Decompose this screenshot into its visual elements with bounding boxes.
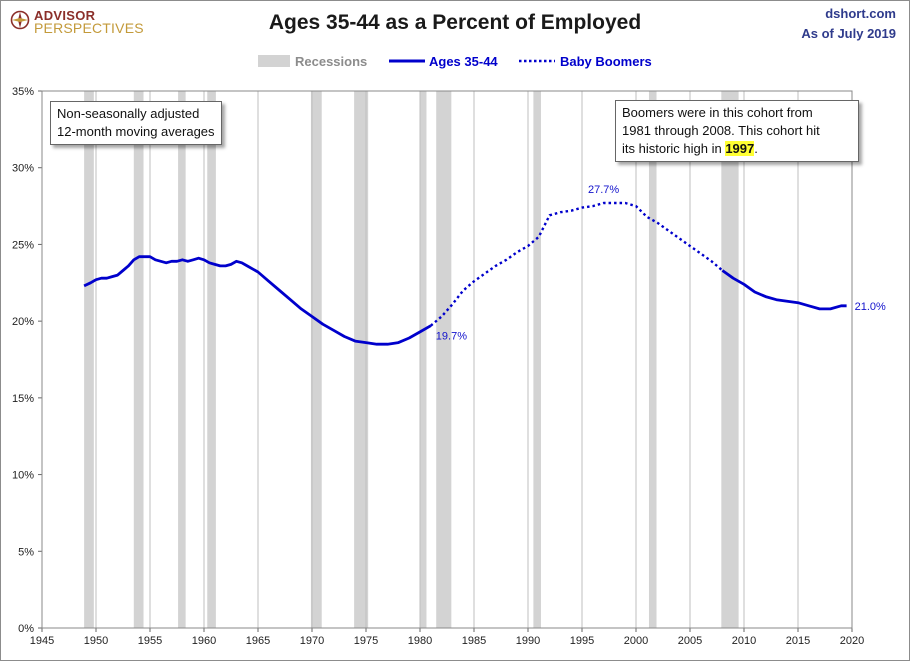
axes: 1945 1950 1955 1960 1965 1970 1975 1980 1985 1990… [12,86,864,647]
recession-bands [84,91,739,628]
x-tick-label-1995: 1995 [570,635,594,647]
note-methodology: Non-seasonally adjusted 12-month moving … [50,101,222,145]
legend-baby-boomers-label: Baby Boomers [560,54,652,69]
recession-band-8 [533,91,541,628]
series-line-0 [83,255,432,346]
recession-band-10 [721,91,739,628]
recession-band-1 [133,91,144,628]
series-line-1 [430,201,724,327]
logo-line2: PERSPECTIVES [34,20,144,36]
source-label: dshort.com [825,6,896,21]
x-tick-label-1970: 1970 [300,635,324,647]
x-tick-label-1990: 1990 [516,635,540,647]
recession-band-6 [420,91,427,628]
recession-band-4 [310,91,322,628]
legend-recessions-label: Recessions [295,54,368,69]
x-tick-label-1975: 1975 [354,635,378,647]
legend-recession-swatch [258,55,290,67]
note-methodology-line1: Non-seasonally adjusted [57,106,200,121]
data-label-1: 27.7% [588,184,619,196]
x-tick-label-1985: 1985 [462,635,486,647]
advisor-perspectives-logo: ADVISOR PERSPECTIVES [10,8,144,38]
recession-band-9 [648,91,657,628]
note-boomers-line2: 1981 through 2008. This cohort hit [622,123,820,138]
y-tick-label-2: 10% [12,470,34,482]
x-tick-label-1980: 1980 [408,635,432,647]
x-tick-label-2000: 2000 [624,635,648,647]
plot-area-border [41,90,853,629]
note-boomers-line3-post: . [754,141,758,156]
y-tick-label-3: 15% [12,393,34,405]
as-of-label: As of July 2019 [801,26,896,41]
x-tick-label-2005: 2005 [678,635,702,647]
y-tick-label-7: 35% [12,86,34,98]
x-tick-label-2010: 2010 [732,635,756,647]
note-boomers-line3-pre: its historic high in [622,141,726,156]
note-boomers-line3: its historic high in 1997. [622,140,852,158]
y-tick-label-4: 20% [12,316,34,328]
x-tick-label-2020: 2020 [840,635,864,647]
y-tick-label-5: 25% [12,239,34,251]
legend-solid-line-swatch [389,59,425,63]
x-tick-label-1955: 1955 [138,635,162,647]
chart-title: Ages 35-44 as a Percent of Employed [268,11,642,34]
logo-line1: ADVISOR [34,8,96,23]
y-tick-label-6: 30% [12,163,34,175]
compass-logo-icon [10,10,30,30]
x-tick-label-1950: 1950 [84,635,108,647]
y-tick-label-1: 5% [18,546,34,558]
recession-band-0 [84,91,94,628]
data-label-0: 19.7% [436,331,467,343]
data-label-2: 21.0% [855,301,886,313]
recession-band-5 [354,91,369,628]
note-methodology-line2: 12-month moving averages [57,124,215,139]
recession-band-2 [178,91,186,628]
data-labels: 19.7% 27.7% 21.0% [436,184,886,343]
note-boomers-highlight-year: 1997 [725,141,755,156]
series-lines [83,201,847,346]
series-line-2 [721,269,847,311]
y-tick-label-0: 0% [18,623,34,635]
x-tick-label-1960: 1960 [192,635,216,647]
recession-band-7 [436,91,452,628]
recession-band-3 [207,91,216,628]
chart-legend: Recessions Ages 35-44 Baby Boomers [0,50,910,72]
note-boomers: Boomers were in this cohort from 1981 th… [615,100,859,162]
x-tick-label-1945: 1945 [30,635,54,647]
note-boomers-line1: Boomers were in this cohort from [622,105,813,120]
x-tick-label-1965: 1965 [246,635,270,647]
legend-dotted-line-swatch [519,59,555,63]
x-tick-label-2015: 2015 [786,635,810,647]
legend-ages-35-44-label: Ages 35-44 [429,54,498,69]
